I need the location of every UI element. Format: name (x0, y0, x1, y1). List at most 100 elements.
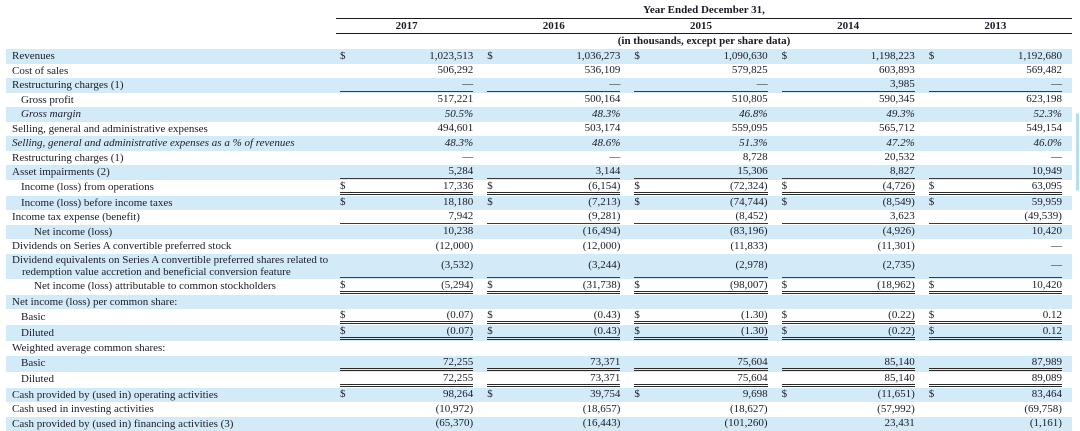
year-value-group: 5,284 (336, 165, 483, 180)
year-value-group: (9,281) (483, 210, 630, 225)
year-value-group: (101,260) (630, 417, 777, 431)
value-cell: 590,345 (782, 93, 915, 107)
cell-value: 48.6% (501, 137, 620, 149)
cell-value: 75,604 (648, 372, 767, 384)
dollar-sign: $ (634, 279, 648, 291)
cell-value: 72,255 (354, 372, 473, 384)
value-cell: 7,942 (340, 210, 473, 224)
year-value-group: — (336, 78, 483, 93)
value-cell: 503,174 (487, 122, 620, 136)
dollar-sign: $ (929, 50, 943, 62)
year-value-group: (1,161) (925, 417, 1072, 431)
year-value-group: $18,180 (336, 196, 483, 211)
cell-value: 72,255 (354, 356, 473, 368)
cell-value: (8,452) (648, 210, 767, 222)
cell-value: 590,345 (796, 93, 915, 105)
cell-value: (3,244) (501, 259, 620, 271)
value-cell: $(72,324) (634, 180, 767, 195)
cell-value: (7,213) (501, 196, 620, 208)
value-cell: (2,735) (782, 254, 915, 278)
year-value-group: 569,482 (925, 64, 1072, 79)
cell-value: 503,174 (501, 122, 620, 134)
cell-value: 603,893 (796, 64, 915, 76)
year-value-group: 10,420 (925, 225, 1072, 240)
cell-value: 87,989 (943, 356, 1062, 368)
year-value-group: $(18,962) (778, 279, 925, 295)
value-cell: 494,601 (340, 122, 473, 136)
dollar-sign: $ (340, 325, 354, 337)
row-label-text: Weighted average common shares: (6, 342, 165, 355)
dollar-sign: $ (929, 325, 943, 337)
cell-value: 20,532 (796, 151, 915, 163)
year-value-group: 85,140 (778, 356, 925, 372)
year-value-group: $17,336 (336, 180, 483, 196)
table-row: Income (loss) from operations$17,336$(6,… (6, 180, 1072, 196)
year-value-group: $(8,549) (778, 196, 925, 211)
year-value-group: 49.3% (778, 107, 925, 122)
row-label-text: Restructuring charges (1) (6, 152, 124, 165)
value-cell: $1,192,680 (929, 49, 1062, 63)
cell-value: (6,154) (501, 180, 620, 192)
year-value-group: (2,978) (630, 254, 777, 279)
dollar-sign: $ (634, 180, 648, 192)
year-value-group: 10,949 (925, 165, 1072, 180)
scrollbar-thumb[interactable] (1076, 113, 1079, 191)
dollar-sign: $ (782, 50, 796, 62)
value-cell: — (929, 254, 1062, 278)
table-row: Net income (loss) attributable to common… (6, 279, 1072, 295)
value-cell: 510,805 (634, 93, 767, 107)
value-cell: 49.3% (782, 107, 915, 121)
cell-value: (2,735) (796, 259, 915, 271)
value-cell: $(1.30) (634, 325, 767, 340)
row-label-text: Gross profit (6, 94, 74, 107)
row-label-text: Selling, general and administrative expe… (6, 137, 294, 150)
dollar-sign: $ (634, 325, 648, 337)
value-cell: (16,443) (487, 417, 620, 431)
row-label: Diluted (6, 325, 336, 341)
year-value-group: $0.12 (925, 309, 1072, 325)
year-value-group: $83,464 (925, 388, 1072, 403)
row-label: Asset impairments (2) (6, 165, 336, 180)
dollar-sign: $ (929, 196, 943, 208)
value-cell: $(98,007) (634, 279, 767, 294)
cell-value: (18,657) (501, 403, 620, 415)
cell-value: 10,420 (943, 279, 1062, 291)
value-cell: (83,196) (634, 225, 767, 239)
dollar-sign: $ (487, 196, 501, 208)
cell-value: (31,738) (501, 279, 620, 291)
value-cell: 5,284 (340, 165, 473, 179)
year-value-group (630, 295, 777, 310)
cell-value: (65,370) (354, 417, 473, 429)
cell-value: (0.07) (354, 309, 473, 321)
year-value-group: 549,154 (925, 122, 1072, 137)
value-cell: — (634, 78, 767, 92)
row-label: Selling, general and administrative expe… (6, 122, 336, 137)
value-cell: $(0.43) (487, 309, 620, 324)
cell-value: 10,949 (943, 165, 1062, 177)
cell-value: 500,164 (501, 93, 620, 105)
value-cell: (3,532) (340, 254, 473, 278)
cell-value: 1,036,273 (501, 50, 620, 62)
row-label: Weighted average common shares: (6, 341, 336, 356)
row-label-text: Gross margin (6, 108, 81, 121)
table-row: Cash provided by (used in) financing act… (6, 417, 1072, 431)
cell-value: (0.22) (796, 325, 915, 337)
dollar-sign: $ (487, 279, 501, 291)
year-value-group: 85,140 (778, 372, 925, 388)
row-label: Revenues (6, 49, 336, 64)
year-value-group: 494,601 (336, 122, 483, 137)
year-value-group: — (925, 254, 1072, 279)
cell-value: (1.30) (648, 325, 767, 337)
value-cell: — (487, 151, 620, 165)
cell-value: 0.12 (943, 309, 1062, 321)
value-cell: 623,198 (929, 93, 1062, 107)
value-cell: 23,431 (782, 417, 915, 431)
cell-value: — (943, 78, 1062, 90)
header-label-spacer (6, 34, 336, 49)
row-label-text: Cash provided by (used in) operating act… (6, 389, 218, 402)
value-cell: 48.3% (487, 107, 620, 121)
year-value-group: 8,827 (778, 165, 925, 180)
